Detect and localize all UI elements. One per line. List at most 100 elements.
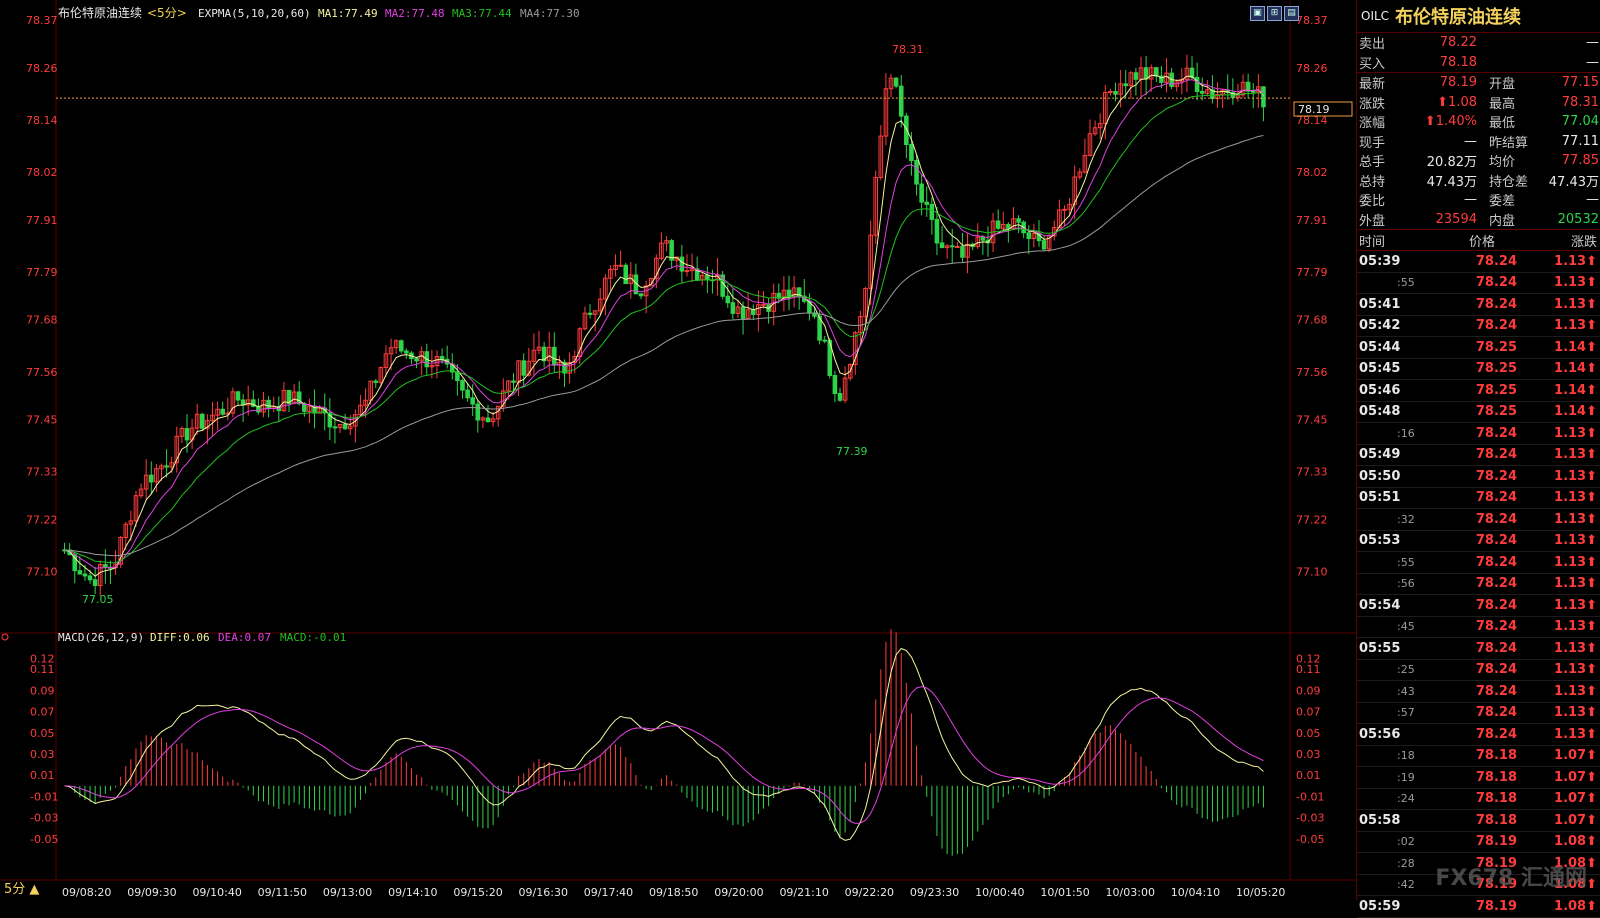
candle-body bbox=[654, 257, 659, 279]
tick-price: 78.24 bbox=[1475, 447, 1517, 463]
current-price-tag-box bbox=[1293, 101, 1353, 117]
candle-body bbox=[501, 390, 506, 407]
tick-row[interactable]: 05:54 78.24 1.13⬆ bbox=[1357, 595, 1600, 617]
tick-row[interactable]: :32 78.24 1.13⬆ bbox=[1357, 509, 1600, 531]
candle-body bbox=[490, 418, 496, 423]
chart-type-icon[interactable]: ▤ bbox=[1284, 6, 1299, 21]
tick-price: 78.25 bbox=[1475, 382, 1517, 398]
tick-price: 78.25 bbox=[1475, 339, 1517, 355]
tick-row[interactable]: 05:39 78.24 1.13⬆ bbox=[1357, 251, 1600, 273]
tick-time: 05:55 bbox=[1359, 640, 1401, 656]
quote-label: 委差 bbox=[1489, 194, 1516, 210]
candle-body bbox=[87, 575, 93, 581]
layout-icon[interactable]: ⊞ bbox=[1267, 6, 1282, 21]
candle-body bbox=[873, 177, 879, 236]
quote-value: 78.31 bbox=[1561, 94, 1599, 110]
tick-row[interactable]: :02 78.19 1.08⬆ bbox=[1357, 832, 1600, 853]
tick-row[interactable]: 05:48 78.25 1.14⬆ bbox=[1357, 402, 1600, 423]
tick-row[interactable]: 05:49 78.24 1.13⬆ bbox=[1357, 445, 1600, 466]
tick-row[interactable]: :28 78.19 1.08⬆ bbox=[1357, 853, 1600, 875]
tick-row[interactable]: 05:46 78.25 1.14⬆ bbox=[1357, 380, 1600, 402]
candle-body bbox=[1006, 223, 1011, 229]
candle-body bbox=[393, 340, 399, 349]
quote-value: ⬆1.40% bbox=[1424, 114, 1477, 130]
tick-row[interactable]: :18 78.18 1.07⬆ bbox=[1357, 746, 1600, 767]
kline-chart[interactable]: 78.37 78.26 78.14 78.02 77.91 77.79 77.68 77.56… bbox=[0, 0, 1356, 900]
candle-body bbox=[358, 404, 363, 416]
candle-body bbox=[332, 426, 338, 429]
quote-value: 23594 bbox=[1435, 211, 1477, 227]
ma3-line bbox=[64, 92, 1264, 564]
tick-row[interactable]: 05:59 78.19 1.08⬆ bbox=[1357, 896, 1600, 918]
candle-body bbox=[154, 468, 159, 483]
tick-row[interactable]: :19 78.18 1.07⬆ bbox=[1357, 767, 1600, 789]
tick-row[interactable]: :55 78.24 1.13⬆ bbox=[1357, 273, 1600, 294]
candle-body bbox=[480, 417, 486, 421]
quote-row: 总持 47.43万 持仓差 47.43万 bbox=[1357, 171, 1600, 191]
macd-tick-left: -0.05 bbox=[30, 833, 58, 846]
tick-price: 78.24 bbox=[1475, 662, 1517, 678]
y-tick-left: 78.14 bbox=[26, 114, 58, 127]
candle-body bbox=[684, 270, 690, 273]
tick-change: 1.13⬆ bbox=[1554, 683, 1597, 699]
candle-body bbox=[750, 309, 756, 315]
tick-change: 1.13⬆ bbox=[1554, 597, 1597, 613]
tick-row[interactable]: 05:45 78.25 1.14⬆ bbox=[1357, 359, 1600, 380]
candle-body bbox=[786, 289, 792, 298]
candle-body bbox=[82, 573, 88, 577]
tick-time: :02 bbox=[1397, 835, 1415, 849]
tick-change: 1.13⬆ bbox=[1554, 533, 1597, 549]
window-restore-icon[interactable]: ▣ bbox=[1250, 6, 1265, 21]
tick-row[interactable]: :25 78.24 1.13⬆ bbox=[1357, 660, 1600, 681]
y-tick-left: 78.37 bbox=[26, 14, 58, 27]
period-switch-button[interactable]: 5分 ▲ bbox=[4, 882, 40, 897]
candle-body bbox=[914, 159, 919, 185]
tick-row[interactable]: :57 78.24 1.13⬆ bbox=[1357, 703, 1600, 724]
tick-row[interactable]: 05:42 78.24 1.13⬆ bbox=[1357, 316, 1600, 337]
tick-list[interactable]: 05:39 78.24 1.13⬆:55 78.24 1.13⬆ 05:41 78.24 1.… bbox=[1357, 251, 1600, 918]
candle-body bbox=[648, 277, 654, 287]
tick-row[interactable]: :56 78.24 1.13⬆ bbox=[1357, 574, 1600, 595]
tick-row[interactable]: :45 78.24 1.13⬆ bbox=[1357, 617, 1600, 638]
tick-change: 1.13⬆ bbox=[1554, 640, 1597, 656]
tick-time: :25 bbox=[1397, 663, 1415, 677]
tick-row[interactable]: :43 78.24 1.13⬆ bbox=[1357, 681, 1600, 703]
candle-body bbox=[995, 220, 1001, 229]
tick-row[interactable]: 05:50 78.24 1.13⬆ bbox=[1357, 466, 1600, 488]
y-tick-left: 77.33 bbox=[26, 466, 58, 479]
tick-time: :16 bbox=[1397, 426, 1415, 440]
macd-marker-icon bbox=[1, 633, 9, 641]
tick-row[interactable]: :42 78.19 1.08⬆ bbox=[1357, 875, 1600, 896]
tick-row[interactable]: 05:44 78.25 1.14⬆ bbox=[1357, 337, 1600, 359]
tick-price: 78.18 bbox=[1475, 769, 1517, 785]
quote-label: 最低 bbox=[1489, 116, 1516, 132]
tick-row[interactable]: :24 78.18 1.07⬆ bbox=[1357, 789, 1600, 810]
tick-price: 78.19 bbox=[1475, 877, 1517, 893]
low-label-mid: 77.39 bbox=[836, 445, 868, 458]
tick-price: 78.18 bbox=[1475, 748, 1517, 764]
quote-label: 内盘 bbox=[1489, 213, 1516, 229]
y-tick-right: 78.26 bbox=[1296, 62, 1328, 75]
tick-time: :56 bbox=[1397, 577, 1415, 591]
tick-row[interactable]: :16 78.24 1.13⬆ bbox=[1357, 423, 1600, 445]
candle-body bbox=[944, 245, 950, 249]
tick-row[interactable]: 05:58 78.18 1.07⬆ bbox=[1357, 810, 1600, 832]
tick-row[interactable]: 05:53 78.24 1.13⬆ bbox=[1357, 531, 1600, 552]
candle-body bbox=[1077, 171, 1083, 178]
candle-body bbox=[353, 414, 358, 427]
tick-time: :45 bbox=[1397, 620, 1415, 634]
quote-title: OILC 布伦特原油连续 bbox=[1357, 0, 1600, 33]
tick-row[interactable]: 05:51 78.24 1.13⬆ bbox=[1357, 488, 1600, 509]
tick-row[interactable]: 05:55 78.24 1.13⬆ bbox=[1357, 638, 1600, 660]
tick-time: 05:41 bbox=[1359, 296, 1401, 312]
candle-body bbox=[965, 243, 970, 258]
tick-row[interactable]: :55 78.24 1.13⬆ bbox=[1357, 552, 1600, 574]
candle-body bbox=[613, 264, 618, 271]
tick-row[interactable]: 05:56 78.24 1.13⬆ bbox=[1357, 724, 1600, 746]
candle-body bbox=[97, 564, 103, 586]
tick-row[interactable]: 05:41 78.24 1.13⬆ bbox=[1357, 294, 1600, 316]
x-tick: 09/14:10 bbox=[388, 886, 437, 899]
tick-time: :42 bbox=[1397, 878, 1415, 892]
candle-body bbox=[883, 88, 889, 137]
candle-body bbox=[1184, 67, 1190, 80]
